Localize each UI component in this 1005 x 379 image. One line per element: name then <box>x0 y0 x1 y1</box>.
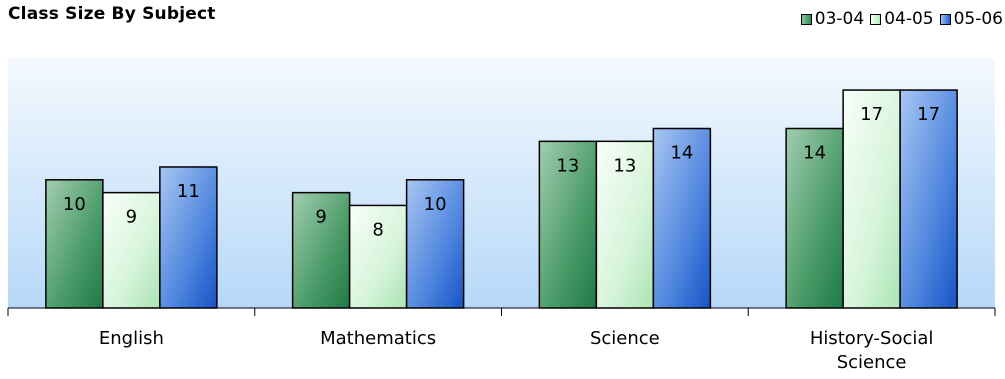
chart-title: Class Size By Subject <box>8 4 216 24</box>
category-label: History-Social <box>810 328 934 349</box>
legend-item-03-04: 03-04 <box>800 9 865 29</box>
bars-group: 10 9 11 9 8 10 13 13 14 14 17 17 <box>45 89 958 309</box>
legend: 03-04 04-05 05-06 <box>795 9 1003 29</box>
bar-04-05-mathematics <box>348 204 408 309</box>
bar-04-05-history-social-science <box>842 89 901 309</box>
bar-05-06-science <box>652 127 712 309</box>
data-label: 8 <box>372 219 383 240</box>
data-label: 9 <box>315 207 326 228</box>
category-label: Science <box>837 352 907 373</box>
legend-item-04-05: 04-05 <box>870 9 934 29</box>
data-label: 11 <box>177 181 200 202</box>
data-label: 14 <box>670 143 693 164</box>
legend-swatch-04-05 <box>870 13 882 25</box>
legend-swatch-05-06 <box>939 13 951 25</box>
data-label: 13 <box>556 155 579 176</box>
data-label: 14 <box>803 143 826 164</box>
legend-label-03-04: 03-04 <box>814 9 865 29</box>
data-label: 10 <box>63 194 86 215</box>
category-label: Mathematics <box>320 328 436 349</box>
legend-label-04-05: 04-05 <box>884 9 934 29</box>
data-label: 10 <box>424 194 447 215</box>
x-axis: English Mathematics Science History-Social S… <box>7 307 996 373</box>
legend-swatch-03-04 <box>800 13 812 25</box>
legend-label-05-06: 05-06 <box>953 9 1003 29</box>
bar-05-06-history-social-science <box>899 89 958 309</box>
data-label: 13 <box>613 155 636 176</box>
data-label: 17 <box>917 104 940 125</box>
category-label: Science <box>590 328 660 349</box>
bar-03-04-science <box>538 140 598 309</box>
category-label: English <box>99 328 164 349</box>
legend-item-05-06: 05-06 <box>939 9 1003 29</box>
bar-05-06-english <box>159 166 218 309</box>
data-label: 17 <box>860 104 883 125</box>
data-label: 9 <box>126 207 137 228</box>
